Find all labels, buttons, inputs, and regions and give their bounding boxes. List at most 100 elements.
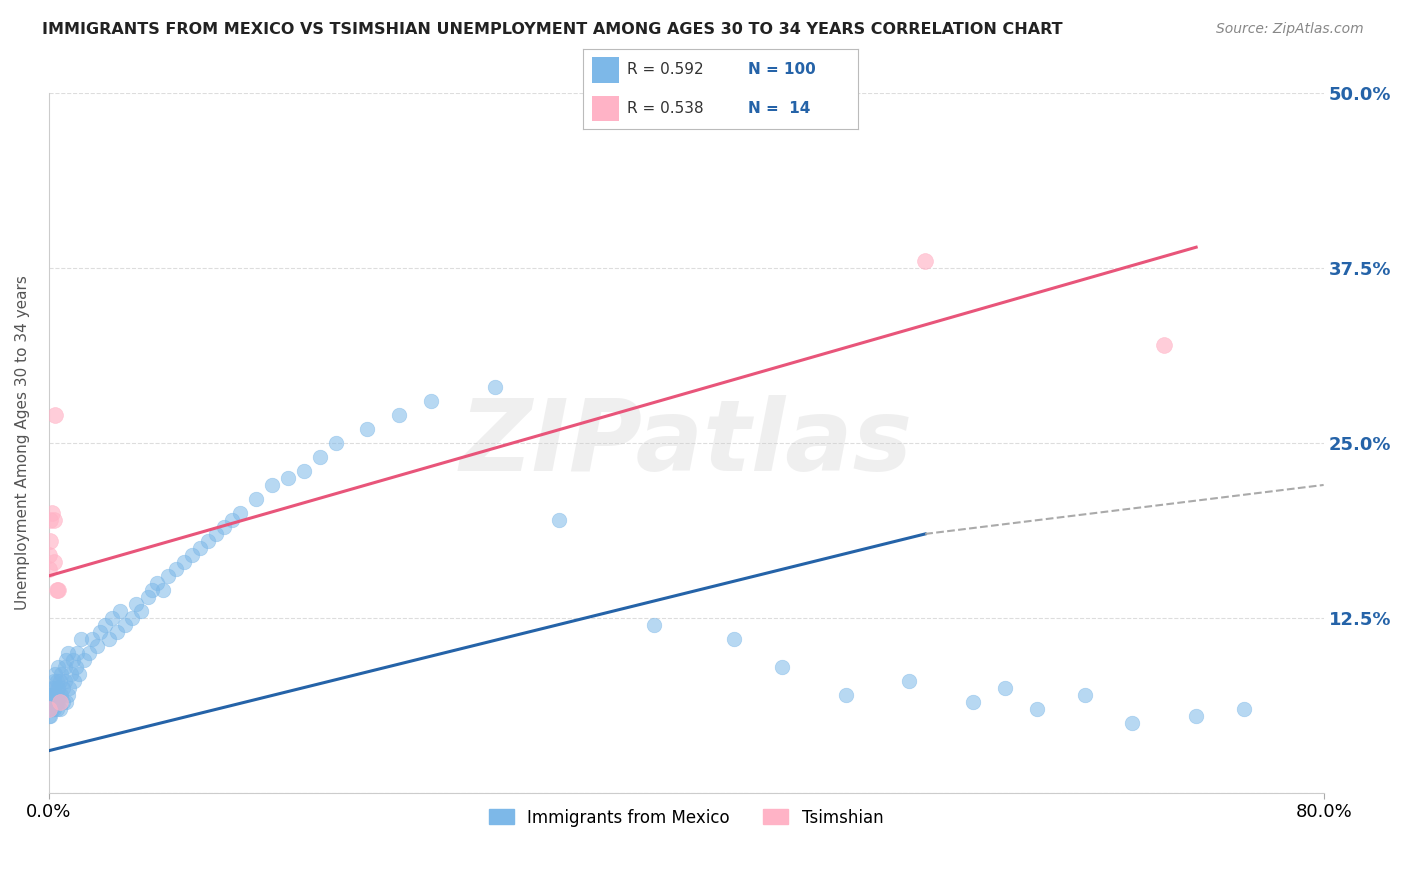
Point	[46, 695, 69, 709]
Text: IMMIGRANTS FROM MEXICO VS TSIMSHIAN UNEMPLOYMENT AMONG AGES 30 TO 34 YEARS CORRE: IMMIGRANTS FROM MEXICO VS TSIMSHIAN UNEM…	[42, 22, 1063, 37]
Point	[73, 653, 96, 667]
Point	[1025, 702, 1047, 716]
Point	[49, 702, 72, 716]
Point	[89, 624, 111, 639]
Point	[38, 548, 60, 562]
Point	[42, 702, 65, 716]
Legend: Immigrants from Mexico, Tsimshian: Immigrants from Mexico, Tsimshian	[482, 802, 890, 833]
Point	[65, 660, 87, 674]
Point	[56, 688, 79, 702]
Point	[157, 569, 180, 583]
Point	[41, 506, 63, 520]
Point	[125, 597, 148, 611]
Point	[484, 380, 506, 394]
Point	[39, 708, 62, 723]
Point	[292, 464, 315, 478]
Point	[86, 639, 108, 653]
Point	[67, 666, 90, 681]
Point	[44, 408, 66, 422]
Point	[1233, 702, 1256, 716]
Point	[69, 632, 91, 646]
Point	[245, 491, 267, 506]
Point	[181, 548, 204, 562]
Point	[962, 695, 984, 709]
Point	[53, 673, 76, 688]
Bar	[592, 95, 619, 121]
Bar	[592, 57, 619, 83]
Point	[51, 666, 73, 681]
Point	[93, 617, 115, 632]
Point	[46, 582, 69, 597]
Y-axis label: Unemployment Among Ages 30 to 34 years: Unemployment Among Ages 30 to 34 years	[15, 276, 30, 610]
Point	[834, 688, 856, 702]
Text: R = 0.538: R = 0.538	[627, 101, 704, 116]
Point	[229, 506, 252, 520]
Point	[49, 695, 72, 709]
Point	[39, 695, 62, 709]
Point	[42, 555, 65, 569]
Point	[52, 681, 75, 695]
Text: N = 100: N = 100	[748, 62, 815, 78]
Point	[388, 408, 411, 422]
Point	[42, 695, 65, 709]
Point	[356, 422, 378, 436]
Point	[98, 632, 121, 646]
Point	[260, 478, 283, 492]
Point	[51, 688, 73, 702]
Point	[41, 702, 63, 716]
Point	[114, 617, 136, 632]
Point	[221, 513, 243, 527]
Point	[52, 695, 75, 709]
Point	[39, 688, 62, 702]
Point	[58, 681, 80, 695]
Point	[39, 702, 62, 716]
Point	[105, 624, 128, 639]
Point	[325, 436, 347, 450]
Point	[205, 527, 228, 541]
Point	[914, 254, 936, 268]
Point	[39, 513, 62, 527]
Point	[56, 646, 79, 660]
Point	[38, 702, 60, 716]
Point	[45, 673, 67, 688]
Point	[62, 653, 84, 667]
Point	[41, 688, 63, 702]
Point	[141, 582, 163, 597]
Point	[994, 681, 1017, 695]
Point	[1185, 708, 1208, 723]
Point	[45, 582, 67, 597]
Point	[101, 611, 124, 625]
Point	[38, 688, 60, 702]
Point	[80, 632, 103, 646]
Text: Source: ZipAtlas.com: Source: ZipAtlas.com	[1216, 22, 1364, 37]
Text: R = 0.592: R = 0.592	[627, 62, 704, 78]
Point	[41, 702, 63, 716]
Point	[898, 673, 921, 688]
Point	[770, 660, 793, 674]
Point	[45, 695, 67, 709]
Point	[45, 702, 67, 716]
Point	[152, 582, 174, 597]
Point	[136, 590, 159, 604]
Point	[308, 450, 330, 464]
Point	[45, 688, 67, 702]
Point	[146, 575, 169, 590]
Point	[38, 708, 60, 723]
Point	[63, 673, 86, 688]
Point	[110, 604, 132, 618]
Point	[42, 681, 65, 695]
Point	[129, 604, 152, 618]
Text: N =  14: N = 14	[748, 101, 810, 116]
Point	[44, 666, 66, 681]
Point	[165, 562, 187, 576]
Point	[39, 702, 62, 716]
Point	[212, 520, 235, 534]
Point	[1073, 688, 1095, 702]
Text: ZIPatlas: ZIPatlas	[460, 394, 912, 491]
Point	[643, 617, 665, 632]
Point	[44, 688, 66, 702]
Point	[723, 632, 745, 646]
Point	[44, 695, 66, 709]
Point	[46, 660, 69, 674]
Point	[55, 695, 77, 709]
